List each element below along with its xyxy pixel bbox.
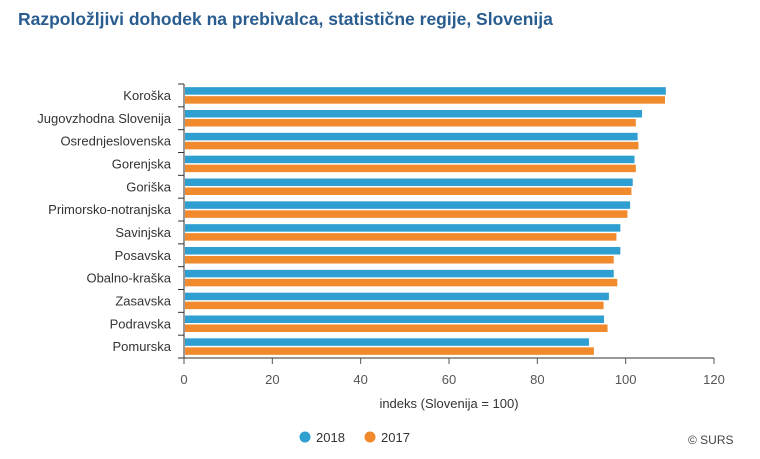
bar-2017-9[interactable] xyxy=(185,301,604,310)
bar-2018-11[interactable] xyxy=(185,338,590,346)
category-label: Pomurska xyxy=(112,339,171,354)
bar-2017-11[interactable] xyxy=(185,347,594,355)
bar-2017-2[interactable] xyxy=(185,141,639,150)
bar-2018-3[interactable] xyxy=(185,155,635,164)
bar-2018-6[interactable] xyxy=(185,224,621,232)
category-labels: Koroška Jugovzhodna Slovenija Osrednjeslov… xyxy=(37,88,171,354)
category-label: Podravska xyxy=(110,316,172,331)
x-axis-title: indeks (Slovenija = 100) xyxy=(379,396,518,411)
legend-marker xyxy=(299,431,311,443)
category-label: Primorsko-notranjska xyxy=(48,202,172,217)
bar-2017-7[interactable] xyxy=(185,256,614,264)
category-label: Savinjska xyxy=(115,225,171,240)
bar-2017-10[interactable] xyxy=(185,324,608,333)
bar-2017-6[interactable] xyxy=(185,233,617,241)
category-label: Posavska xyxy=(115,248,172,263)
bar-2017-4[interactable] xyxy=(185,187,632,196)
bar-2018-7[interactable] xyxy=(185,247,621,255)
bar-2018-4[interactable] xyxy=(185,178,633,187)
legend-item-2018[interactable]: 2018 xyxy=(299,430,345,445)
bar-2018-0[interactable] xyxy=(185,87,666,95)
category-label: Obalno-kraška xyxy=(86,271,171,286)
chart-title: Razpoložljivi dohodek na prebivalca, sta… xyxy=(18,9,553,29)
bar-2017-5[interactable] xyxy=(185,210,628,218)
bars-group xyxy=(185,87,666,355)
x-tick-label: 20 xyxy=(265,372,279,387)
legend-item-2017[interactable]: 2017 xyxy=(364,430,410,445)
bar-2018-2[interactable] xyxy=(185,132,638,141)
category-label: Gorenjska xyxy=(112,156,172,171)
category-label: Osrednjeslovenska xyxy=(60,134,171,149)
legend-marker xyxy=(364,431,376,443)
category-label: Jugovzhodna Slovenija xyxy=(37,111,171,126)
bar-2018-8[interactable] xyxy=(185,269,614,278)
x-tick-label: 120 xyxy=(703,372,725,387)
credit-text: © SURS xyxy=(688,433,734,447)
category-label: Zasavska xyxy=(115,293,171,308)
bar-2017-1[interactable] xyxy=(185,119,636,127)
x-tick-label: 100 xyxy=(615,372,637,387)
bar-2017-0[interactable] xyxy=(185,96,665,104)
legend-label: 2018 xyxy=(316,430,345,445)
category-label: Koroška xyxy=(123,88,171,103)
x-tick-label: 60 xyxy=(442,372,456,387)
legend-label: 2017 xyxy=(381,430,410,445)
category-label: Goriška xyxy=(126,179,172,194)
bar-2018-5[interactable] xyxy=(185,201,631,209)
x-ticks: 0 20 40 60 80 100 120 xyxy=(180,358,725,387)
bar-2018-10[interactable] xyxy=(185,315,605,324)
legend: 2018 2017 xyxy=(299,430,410,445)
bar-2018-9[interactable] xyxy=(185,292,609,301)
bar-2017-3[interactable] xyxy=(185,164,636,173)
bar-2018-1[interactable] xyxy=(185,110,643,118)
x-tick-label: 80 xyxy=(530,372,544,387)
bar-2017-8[interactable] xyxy=(185,278,618,287)
x-tick-label: 40 xyxy=(353,372,367,387)
x-tick-label: 0 xyxy=(180,372,187,387)
